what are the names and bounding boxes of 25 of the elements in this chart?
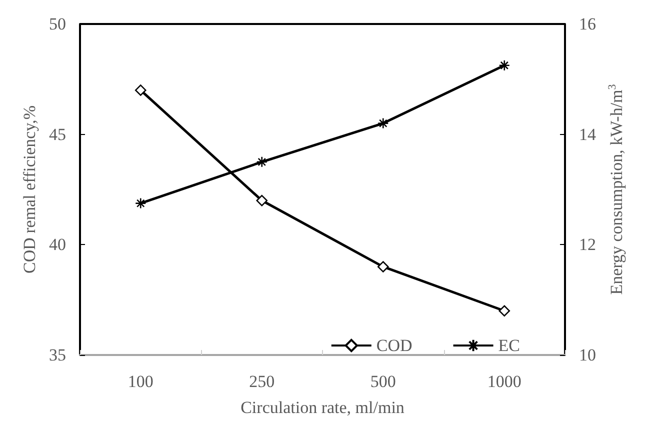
x-tick-label: 500 bbox=[370, 372, 396, 391]
x-tick-label: 250 bbox=[249, 372, 275, 391]
y2-tick-label: 12 bbox=[579, 235, 596, 254]
point bbox=[134, 198, 146, 209]
x-tick-label: 100 bbox=[128, 372, 154, 391]
point bbox=[256, 156, 268, 168]
legend-label: EC bbox=[498, 336, 520, 355]
x-tick-label: 1000 bbox=[487, 372, 522, 391]
y-tick-label: 45 bbox=[49, 124, 66, 144]
y-axis-title: COD remal efficiency,% bbox=[20, 105, 40, 274]
y2-tick-label: 14 bbox=[579, 124, 596, 144]
legend-label: COD bbox=[376, 336, 412, 355]
x-axis-title: Circulation rate, ml/min bbox=[240, 398, 405, 417]
point bbox=[377, 261, 389, 272]
point bbox=[498, 305, 510, 317]
y-tick-label: 35 bbox=[49, 346, 66, 364]
point bbox=[498, 60, 510, 72]
point bbox=[256, 194, 268, 206]
y-tick-label: 40 bbox=[49, 235, 66, 254]
point bbox=[377, 118, 389, 129]
y2-axis-title: Energy consumption, kW-h/m3 bbox=[606, 84, 626, 295]
y2-tick-label: 10 bbox=[579, 346, 596, 364]
point bbox=[134, 84, 146, 96]
y-tick-label: 50 bbox=[49, 14, 66, 34]
y2-tick-label: 16 bbox=[579, 14, 596, 34]
